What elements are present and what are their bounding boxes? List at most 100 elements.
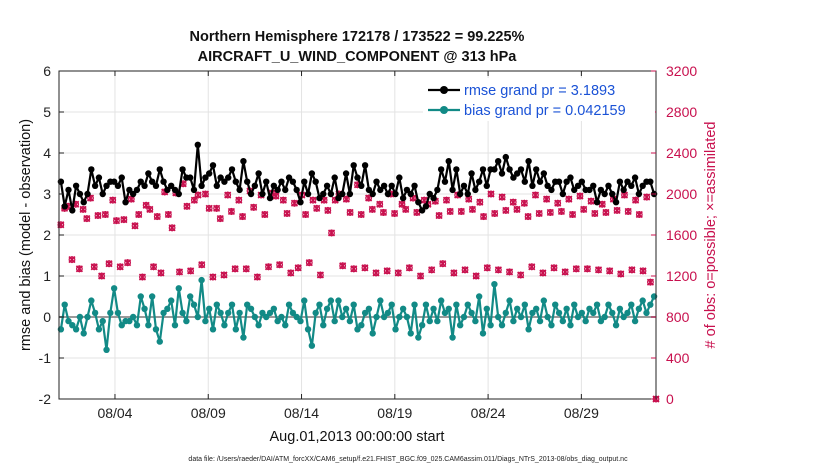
obs-assimilated-point: [535, 209, 543, 218]
obs-assimilated-point: [483, 264, 491, 272]
rmse-point: [137, 178, 144, 185]
bias-point: [384, 309, 392, 317]
rmse-point: [456, 190, 464, 198]
series-obs_assimilated: [57, 180, 660, 403]
rmse-point: [240, 158, 247, 165]
y-tick-label-right: 400: [666, 350, 690, 366]
obs-assimilated-point: [201, 190, 210, 198]
obs-assimilated-point: [643, 193, 651, 201]
rmse-point: [403, 186, 411, 194]
y-tick-label-left: 6: [43, 63, 51, 79]
bias-point: [190, 301, 198, 308]
rmse-point: [445, 158, 452, 165]
rmse-point: [316, 194, 323, 202]
bias-point: [479, 330, 487, 337]
obs-assimilated-point: [561, 268, 569, 276]
rmse-point: [339, 190, 346, 198]
obs-assimilated-point: [509, 198, 517, 206]
obs-assimilated-point: [187, 267, 195, 275]
obs-assimilated-point: [583, 265, 591, 273]
rmse-point: [160, 178, 167, 185]
bias-point: [80, 330, 87, 337]
bias-point: [99, 317, 106, 325]
bias-point: [544, 313, 551, 321]
bias-point: [339, 313, 346, 321]
bias-point: [141, 305, 148, 312]
obs-assimilated-point: [457, 207, 465, 215]
bias-point: [213, 301, 221, 308]
bias-point: [217, 309, 224, 317]
rmse-point: [221, 178, 228, 185]
bias-point: [175, 285, 182, 292]
y-tick-label-right: 2800: [666, 104, 697, 120]
bias-point: [88, 297, 95, 304]
obs-assimilated-point: [94, 211, 102, 220]
rmse-point: [407, 190, 414, 198]
obs-assimilated-point: [368, 205, 376, 213]
bias-point: [399, 305, 407, 312]
bias-point: [475, 293, 483, 300]
rmse-point: [80, 199, 87, 206]
rmse-point: [69, 207, 76, 214]
obs-assimilated-point: [505, 268, 514, 276]
bias-point: [525, 326, 532, 333]
bias-point: [270, 305, 278, 312]
obs-assimilated-point: [190, 196, 198, 204]
obs-assimilated-point: [572, 265, 580, 273]
bias-point: [118, 322, 125, 329]
bias-point: [247, 305, 255, 312]
rmse-point: [118, 174, 125, 181]
obs-assimilated-point: [528, 263, 536, 271]
bias-point: [232, 326, 240, 333]
rmse-point: [506, 166, 513, 173]
x-tick-label: 08/09: [191, 405, 226, 421]
bias-point: [377, 297, 384, 304]
obs-assimilated-point: [83, 215, 91, 223]
rmse-point: [571, 186, 578, 194]
obs-assimilated-point: [383, 267, 391, 275]
obs-assimilated-point: [635, 210, 643, 219]
rmse-point: [244, 178, 251, 185]
obs-assimilated-point: [513, 205, 521, 213]
bias-point: [616, 305, 624, 312]
y-tick-label-left: 3: [43, 186, 51, 202]
rmse-point: [247, 190, 255, 198]
bias-point: [494, 313, 502, 321]
y-tick-label-right: 2000: [666, 186, 697, 202]
rmse-point: [95, 174, 103, 181]
bias-point: [255, 322, 262, 329]
obs-assimilated-point: [194, 191, 202, 199]
obs-assimilated-point: [602, 208, 610, 217]
bias-point: [571, 301, 578, 308]
bias-point: [240, 334, 247, 341]
bias-point: [468, 309, 475, 317]
obs-assimilated-point: [79, 205, 87, 213]
obs-assimilated-point: [342, 195, 350, 203]
y-tick-label-left: -2: [39, 391, 52, 407]
rmse-point: [521, 178, 529, 185]
bias-point: [331, 317, 338, 325]
obs-assimilated-point: [428, 266, 436, 274]
bias-point: [350, 301, 357, 308]
rmse-point: [148, 178, 156, 185]
bias-point: [373, 313, 380, 321]
bias-point: [559, 317, 567, 325]
obs-assimilated-point: [498, 193, 506, 201]
obs-assimilated-point: [394, 269, 402, 277]
bias-point: [282, 322, 289, 329]
bias-point: [107, 309, 114, 317]
obs-assimilated-point: [487, 190, 495, 198]
bias-point: [209, 326, 217, 333]
rmse-point: [282, 186, 289, 194]
rmse-point: [647, 178, 654, 185]
obs-assimilated-point: [531, 191, 540, 199]
rmse-point: [514, 170, 521, 177]
bias-point: [171, 322, 179, 329]
bias-point: [502, 309, 509, 317]
rmse-point: [380, 182, 388, 189]
rmse-point: [525, 158, 532, 165]
rmse-point: [156, 166, 163, 173]
obs-assimilated-point: [339, 262, 347, 270]
bias-point: [103, 346, 110, 353]
